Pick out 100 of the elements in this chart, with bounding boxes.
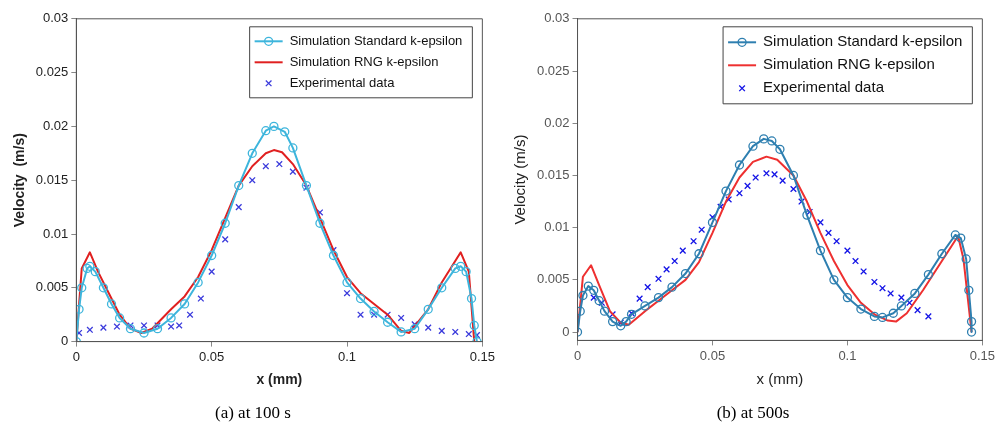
point xyxy=(114,313,125,323)
y-axis-title: Velocity (m/s) xyxy=(11,133,28,228)
point xyxy=(789,185,797,193)
point xyxy=(469,320,479,331)
y-tick-label: 0.025 xyxy=(536,62,570,78)
point xyxy=(139,328,149,338)
point xyxy=(357,311,365,319)
point xyxy=(166,313,176,323)
point xyxy=(679,247,687,255)
point xyxy=(762,169,770,177)
y-tick-label: 0.02 xyxy=(544,114,570,130)
point xyxy=(856,304,866,314)
point xyxy=(106,299,117,309)
point xyxy=(220,218,230,228)
point xyxy=(315,218,325,228)
point xyxy=(578,290,588,301)
point xyxy=(877,312,888,323)
x-tick-label: 0 xyxy=(573,347,582,363)
x-tick-label: 0.05 xyxy=(199,348,225,364)
point xyxy=(896,301,907,311)
point xyxy=(175,321,183,329)
point xyxy=(961,254,971,264)
point xyxy=(369,306,379,317)
point xyxy=(594,296,604,306)
point xyxy=(748,141,758,151)
y-tick-label: 0.03 xyxy=(544,10,570,26)
legend-label: Simulation Standard k-epsilon xyxy=(763,32,963,50)
point xyxy=(914,306,922,314)
point xyxy=(879,284,886,292)
point xyxy=(752,174,760,181)
y-tick-label: 0.01 xyxy=(43,225,69,241)
point xyxy=(680,268,691,279)
point xyxy=(829,275,839,285)
point xyxy=(644,283,652,291)
legend-label: Experimental data xyxy=(763,78,885,96)
point xyxy=(577,306,585,316)
point xyxy=(301,180,312,191)
point xyxy=(888,308,898,318)
x-tick-label: 0.05 xyxy=(699,347,726,363)
x-tick-label: 0.15 xyxy=(969,347,996,363)
legend-label: Simulation RNG k-epsilon xyxy=(763,55,935,73)
y-tick-label: 0.02 xyxy=(43,117,69,133)
point xyxy=(690,237,698,245)
point xyxy=(956,233,966,243)
point xyxy=(937,249,947,259)
y-axis-title: Velocity (m/s) xyxy=(511,134,529,225)
point xyxy=(966,327,977,337)
point xyxy=(355,293,366,304)
point xyxy=(289,168,297,176)
point xyxy=(410,324,420,334)
point xyxy=(815,245,826,256)
point xyxy=(589,285,599,295)
point xyxy=(842,292,853,303)
point xyxy=(759,134,769,144)
point xyxy=(466,293,477,304)
legend-label: Simulation RNG k-epsilon xyxy=(289,53,439,69)
point xyxy=(424,324,432,332)
point xyxy=(90,267,100,277)
point xyxy=(113,323,121,331)
point xyxy=(653,292,664,303)
y-tick-label: 0.005 xyxy=(35,279,69,295)
point xyxy=(247,148,257,158)
point xyxy=(734,160,745,170)
point xyxy=(77,283,87,293)
point xyxy=(125,324,136,334)
y-tick-label: 0 xyxy=(61,333,69,349)
x-tick-label: 0 xyxy=(72,348,80,364)
point xyxy=(950,230,961,240)
point xyxy=(221,235,229,243)
x-tick-label: 0.1 xyxy=(838,347,857,363)
point xyxy=(261,126,271,136)
point xyxy=(343,289,351,297)
point xyxy=(382,317,393,327)
y-tick-label: 0.015 xyxy=(536,167,570,182)
point xyxy=(833,237,841,245)
text: (a) at 100 s xyxy=(214,403,291,423)
x-tick-label: 0.15 xyxy=(469,348,496,364)
y-tick-label: 0.03 xyxy=(43,10,69,26)
x-axis-title: x (mm) xyxy=(756,370,804,388)
point xyxy=(280,127,290,137)
legend-label: Experimental data xyxy=(289,74,396,90)
point xyxy=(288,143,298,153)
point xyxy=(450,263,460,274)
x-axis-title: x (mm) xyxy=(256,371,303,388)
point xyxy=(235,203,243,211)
point xyxy=(193,277,203,288)
point xyxy=(771,170,779,178)
point xyxy=(721,186,731,196)
x-tick-label: 0.1 xyxy=(337,348,357,364)
point xyxy=(767,136,777,146)
point xyxy=(465,330,473,338)
point xyxy=(640,301,650,311)
point xyxy=(671,257,679,265)
point xyxy=(802,210,812,220)
point xyxy=(342,277,352,288)
point xyxy=(456,261,466,271)
point xyxy=(186,311,194,319)
point xyxy=(869,311,880,322)
point xyxy=(179,299,190,309)
y-tick-label: 0.025 xyxy=(35,64,69,80)
